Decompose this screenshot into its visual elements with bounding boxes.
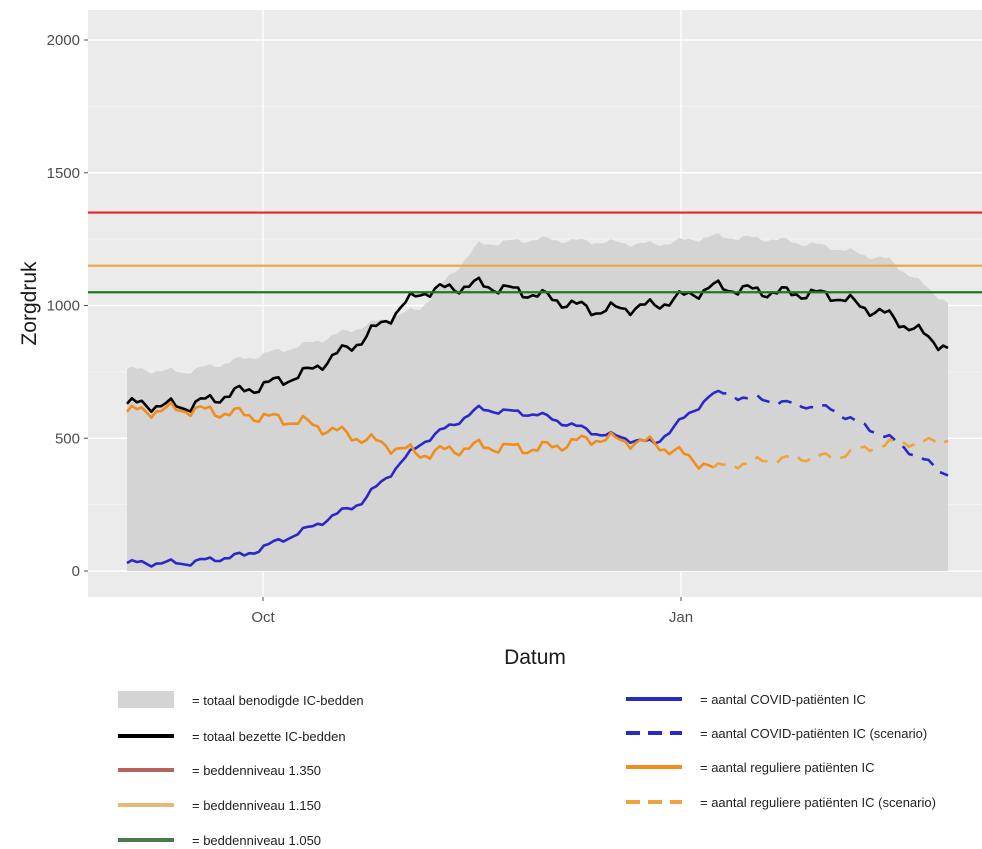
series-line-2 <box>126 392 715 568</box>
series-layer <box>88 211 982 572</box>
series-line-1 <box>126 276 949 414</box>
y-tick-label: 1500 <box>47 165 80 182</box>
y-tick-label: 500 <box>55 430 80 447</box>
x-tick-label: Oct <box>251 609 275 626</box>
legend-key-area <box>118 691 174 708</box>
legend-label-b1150: = beddenniveau 1.150 <box>192 798 321 813</box>
legend-label-area: = totaal benodigde IC-bedden <box>192 693 364 708</box>
y-tick-label: 2000 <box>47 32 80 49</box>
legend-label-b1350: = beddenniveau 1.350 <box>192 763 321 778</box>
series-line-4 <box>125 401 714 470</box>
x-axis-title: Datum <box>504 646 566 669</box>
y-axis-title: Zorgdruk <box>18 261 41 346</box>
series-area-benodigde-bedden <box>127 233 948 572</box>
y-tick-label: 0 <box>72 563 80 580</box>
x-tick-label: Jan <box>669 609 693 626</box>
legend-label-regulier_s: = aantal reguliere patiënten IC (scenari… <box>700 795 936 810</box>
legend-label-bezet: = totaal bezette IC-bedden <box>192 729 346 744</box>
series-line-5 <box>712 436 949 470</box>
legend-label-b1050: = beddenniveau 1.050 <box>192 833 321 848</box>
legend-label-regulier: = aantal reguliere patiënten IC <box>700 760 875 775</box>
axis-layer: 0 500 1000 1500 2000 Oct Jan <box>47 32 693 626</box>
series-line-3 <box>712 389 949 477</box>
legend-label-covid_s: = aantal COVID-patiënten IC (scenario) <box>700 726 927 741</box>
y-tick-label: 1000 <box>47 298 80 315</box>
legend: = totaal benodigde IC-bedden = totaal bez… <box>118 691 936 848</box>
legend-label-covid: = aantal COVID-patiënten IC <box>700 692 866 707</box>
